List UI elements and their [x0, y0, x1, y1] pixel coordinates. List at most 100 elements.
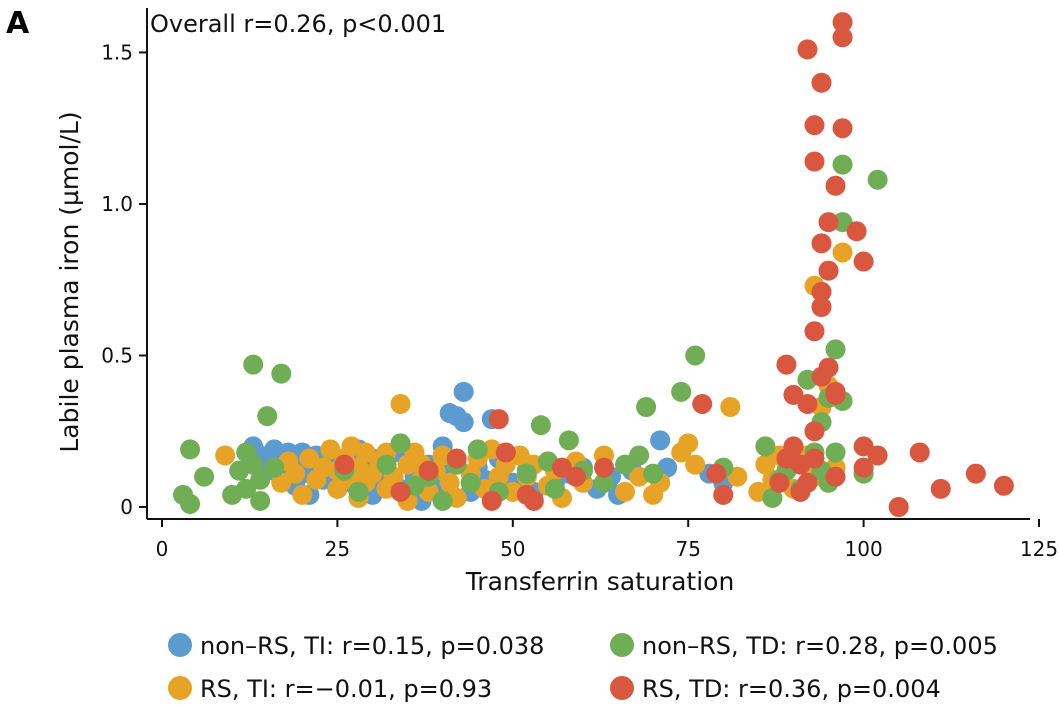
- scatter-point: [832, 242, 853, 263]
- scatter-point: [804, 321, 825, 342]
- legend-marker-rs-ti: [168, 676, 192, 700]
- scatter-point: [271, 363, 292, 384]
- scatter-point: [811, 233, 832, 254]
- scatter-point: [769, 472, 790, 493]
- scatter-point: [783, 436, 804, 457]
- scatter-point: [685, 345, 706, 366]
- scatter-point: [804, 151, 825, 172]
- scatter-point: [257, 406, 278, 427]
- scatter-point: [706, 463, 727, 484]
- y-tick-label: 0: [120, 495, 133, 519]
- legend-label-rs-td: RS, TD: r=0.36, p=0.004: [642, 675, 941, 703]
- scatter-point: [243, 454, 264, 475]
- scatter-point: [376, 454, 397, 475]
- scatter-point: [292, 484, 313, 505]
- scatter-point: [460, 472, 481, 493]
- legend-marker-non-rs-td: [610, 633, 634, 657]
- scatter-point: [832, 27, 853, 48]
- scatter-point: [692, 393, 713, 414]
- x-axis-ticks: 0 25 50 75 100 125: [156, 519, 1058, 561]
- legend-marker-non-rs-ti: [168, 633, 192, 657]
- scatter-point: [797, 472, 818, 493]
- scatter-point: [285, 463, 306, 484]
- scatter-point: [615, 481, 636, 502]
- scatter-point: [390, 481, 411, 502]
- scatter-point: [678, 433, 699, 454]
- legend-label-rs-ti: RS, TI: r=−0.01, p=0.93: [200, 675, 492, 703]
- scatter-point: [853, 251, 874, 272]
- scatter-point: [818, 260, 839, 281]
- scatter-point: [250, 469, 271, 490]
- scatter-point: [832, 118, 853, 139]
- x-tick-label: 75: [675, 537, 700, 561]
- scatter-point: [811, 281, 832, 302]
- scatter-point: [215, 445, 236, 466]
- legend-marker-rs-td: [610, 676, 634, 700]
- scatter-point: [825, 442, 846, 463]
- scatter-point: [544, 478, 565, 499]
- y-axis-ticks: 0 0.5 1.0 1.5: [101, 40, 147, 519]
- scatter-point: [825, 339, 846, 360]
- scatter-point: [818, 212, 839, 233]
- scatter-point: [713, 484, 734, 505]
- legend-label-non-rs-td: non–RS, TD: r=0.28, p=0.005: [642, 632, 998, 660]
- scatter-point: [334, 454, 355, 475]
- scatter-point: [643, 463, 664, 484]
- x-tick-label: 100: [845, 537, 883, 561]
- scatter-point: [818, 357, 839, 378]
- scatter-point: [888, 497, 909, 517]
- scatter-point: [348, 481, 369, 502]
- scatter-point: [390, 433, 411, 454]
- scatter-point: [194, 466, 215, 487]
- scatter-point: [867, 169, 888, 190]
- scatter-point: [432, 490, 453, 511]
- scatter-point: [636, 397, 657, 417]
- scatter-point: [825, 381, 846, 402]
- scatter-point: [530, 415, 551, 436]
- y-axis-title: Labile plasma iron (µmol/L): [55, 111, 84, 452]
- scatter-point: [804, 421, 825, 442]
- scatter-point: [846, 221, 867, 242]
- scatter-point: [594, 472, 615, 493]
- axes: 0 25 50 75 100 125 0 0.5 1.0 1.5: [101, 8, 1058, 561]
- scatter-point: [558, 430, 579, 451]
- scatter-point: [776, 354, 797, 375]
- scatter-point: [930, 478, 951, 499]
- scatter-point: [488, 409, 509, 430]
- x-tick-label: 50: [500, 537, 525, 561]
- scatter-point: [594, 457, 615, 478]
- scatter-point: [650, 430, 671, 451]
- scatter-point: [825, 466, 846, 487]
- scatter-point: [832, 154, 853, 175]
- scatter-point: [453, 381, 474, 402]
- legend-label-non-rs-ti: non–RS, TI: r=0.15, p=0.038: [200, 632, 544, 660]
- scatter-point: [629, 445, 650, 466]
- panel-label: A: [6, 6, 30, 41]
- scatter-point: [804, 115, 825, 136]
- scatter-point: [180, 439, 201, 460]
- scatter-point: [685, 454, 706, 475]
- scatter-point: [390, 393, 411, 414]
- scatter-point: [825, 175, 846, 196]
- y-tick-label: 1.0: [101, 192, 133, 216]
- scatter-point: [523, 490, 544, 511]
- x-axis-title: Transferrin saturation: [465, 567, 735, 596]
- scatter-point: [418, 460, 439, 481]
- x-tick-label: 25: [325, 537, 350, 561]
- scatter-point: [243, 354, 264, 375]
- scatter-point: [811, 297, 832, 317]
- scatter-point: [832, 12, 853, 33]
- scatter-point: [516, 463, 537, 484]
- scatter-point: [446, 448, 467, 469]
- scatter-point: [467, 439, 488, 460]
- scatter-point: [565, 466, 586, 487]
- scatter-point: [909, 442, 930, 463]
- scatter-point: [797, 39, 818, 60]
- scatter-point: [720, 397, 741, 417]
- x-tick-label: 125: [1020, 537, 1058, 561]
- y-tick-label: 1.5: [101, 40, 133, 64]
- scatter-point: [264, 457, 285, 478]
- scatter-point: [453, 412, 474, 433]
- scatter-point: [853, 457, 874, 478]
